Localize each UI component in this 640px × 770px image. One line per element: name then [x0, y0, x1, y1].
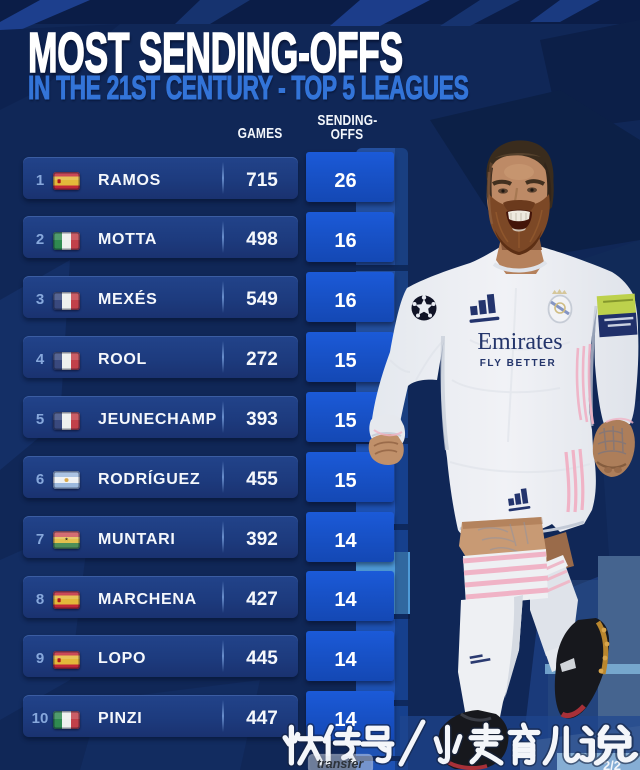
svg-text:2/2: 2/2 [603, 758, 621, 770]
svg-text:FLY BETTER: FLY BETTER [480, 358, 557, 369]
svg-text:Emirates: Emirates [477, 329, 562, 355]
svg-text:transfer: transfer [317, 757, 365, 770]
